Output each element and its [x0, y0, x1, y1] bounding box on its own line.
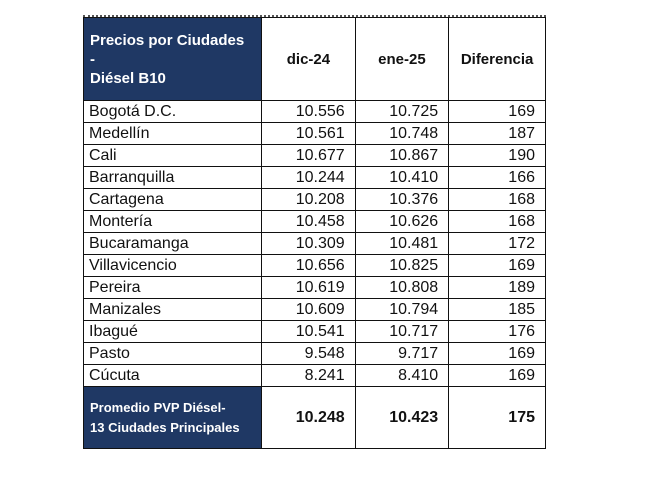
- header-row: Precios por Ciudades - Diésel B10 dic-24…: [82, 17, 546, 101]
- city-cell: Montería: [82, 210, 263, 233]
- diff-cell: 169: [448, 342, 546, 365]
- table-row: Ibagué 10.541 10.717 176: [82, 320, 546, 343]
- table-row: Cartagena 10.208 10.376 168: [82, 188, 546, 211]
- table-row: Pereira 10.619 10.808 189: [82, 276, 546, 299]
- diff-cell: 176: [448, 320, 546, 343]
- ene-cell: 10.867: [354, 144, 450, 167]
- diff-cell: 168: [448, 210, 546, 233]
- top-dotted-border: [83, 15, 546, 17]
- header-title-line1: Precios por Ciudades: [90, 31, 245, 49]
- footer-dic-avg: 10.248: [261, 386, 356, 449]
- header-dic-24: dic-24: [261, 17, 356, 101]
- diff-cell: 169: [448, 254, 546, 277]
- diff-cell: 172: [448, 232, 546, 255]
- footer-label-line1: Promedio PVP Diésel-: [90, 399, 226, 415]
- diff-cell: 187: [448, 122, 546, 145]
- dic-cell: 9.548: [261, 342, 356, 365]
- diff-cell: 189: [448, 276, 546, 299]
- dic-cell: 10.309: [261, 232, 356, 255]
- header-diferencia: Diferencia: [448, 17, 546, 101]
- diff-cell: 169: [448, 100, 546, 123]
- dic-cell: 10.609: [261, 298, 356, 321]
- header-title-cell: Precios por Ciudades - Diésel B10: [82, 17, 263, 101]
- footer-diff-avg: 175: [448, 386, 546, 449]
- city-cell: Cali: [82, 144, 263, 167]
- diff-cell: 190: [448, 144, 546, 167]
- header-title-line3: Diésel B10: [90, 69, 166, 87]
- ene-cell: 10.725: [354, 100, 450, 123]
- footer-label-cell: Promedio PVP Diésel- 13 Ciudades Princip…: [82, 386, 263, 449]
- diff-cell: 169: [448, 364, 546, 387]
- table-row: Pasto 9.548 9.717 169: [82, 342, 546, 365]
- table-row: Montería 10.458 10.626 168: [82, 210, 546, 233]
- ene-cell: 10.717: [354, 320, 450, 343]
- diesel-price-table: Precios por Ciudades - Diésel B10 dic-24…: [82, 17, 546, 449]
- footer-ene-avg: 10.423: [354, 386, 450, 449]
- city-cell: Manizales: [82, 298, 263, 321]
- ene-cell: 10.376: [354, 188, 450, 211]
- city-cell: Ibagué: [82, 320, 263, 343]
- diff-cell: 168: [448, 188, 546, 211]
- city-cell: Pasto: [82, 342, 263, 365]
- table-row: Cúcuta 8.241 8.410 169: [82, 364, 546, 387]
- dic-cell: 10.556: [261, 100, 356, 123]
- city-cell: Cúcuta: [82, 364, 263, 387]
- price-table-container: Precios por Ciudades - Diésel B10 dic-24…: [82, 17, 546, 449]
- header-title-line2: -: [90, 50, 95, 68]
- ene-cell: 8.410: [354, 364, 450, 387]
- dic-cell: 10.458: [261, 210, 356, 233]
- dic-cell: 10.561: [261, 122, 356, 145]
- table-row: Barranquilla 10.244 10.410 166: [82, 166, 546, 189]
- city-cell: Barranquilla: [82, 166, 263, 189]
- diff-cell: 166: [448, 166, 546, 189]
- city-cell: Cartagena: [82, 188, 263, 211]
- table-row: Manizales 10.609 10.794 185: [82, 298, 546, 321]
- table-row: Bogotá D.C. 10.556 10.725 169: [82, 100, 546, 123]
- header-ene-25: ene-25: [354, 17, 450, 101]
- dic-cell: 8.241: [261, 364, 356, 387]
- dic-cell: 10.656: [261, 254, 356, 277]
- city-cell: Bucaramanga: [82, 232, 263, 255]
- city-cell: Pereira: [82, 276, 263, 299]
- city-cell: Medellín: [82, 122, 263, 145]
- ene-cell: 10.808: [354, 276, 450, 299]
- ene-cell: 10.626: [354, 210, 450, 233]
- footer-average-row: Promedio PVP Diésel- 13 Ciudades Princip…: [82, 386, 546, 449]
- ene-cell: 10.410: [354, 166, 450, 189]
- diff-cell: 185: [448, 298, 546, 321]
- ene-cell: 10.825: [354, 254, 450, 277]
- dic-cell: 10.541: [261, 320, 356, 343]
- ene-cell: 9.717: [354, 342, 450, 365]
- city-cell: Villavicencio: [82, 254, 263, 277]
- table-row: Medellín 10.561 10.748 187: [82, 122, 546, 145]
- dic-cell: 10.619: [261, 276, 356, 299]
- city-cell: Bogotá D.C.: [82, 100, 263, 123]
- dic-cell: 10.677: [261, 144, 356, 167]
- table-row: Cali 10.677 10.867 190: [82, 144, 546, 167]
- table-row: Villavicencio 10.656 10.825 169: [82, 254, 546, 277]
- table-row: Bucaramanga 10.309 10.481 172: [82, 232, 546, 255]
- ene-cell: 10.481: [354, 232, 450, 255]
- footer-label-line2: 13 Ciudades Principales: [90, 419, 240, 435]
- ene-cell: 10.794: [354, 298, 450, 321]
- dic-cell: 10.244: [261, 166, 356, 189]
- dic-cell: 10.208: [261, 188, 356, 211]
- ene-cell: 10.748: [354, 122, 450, 145]
